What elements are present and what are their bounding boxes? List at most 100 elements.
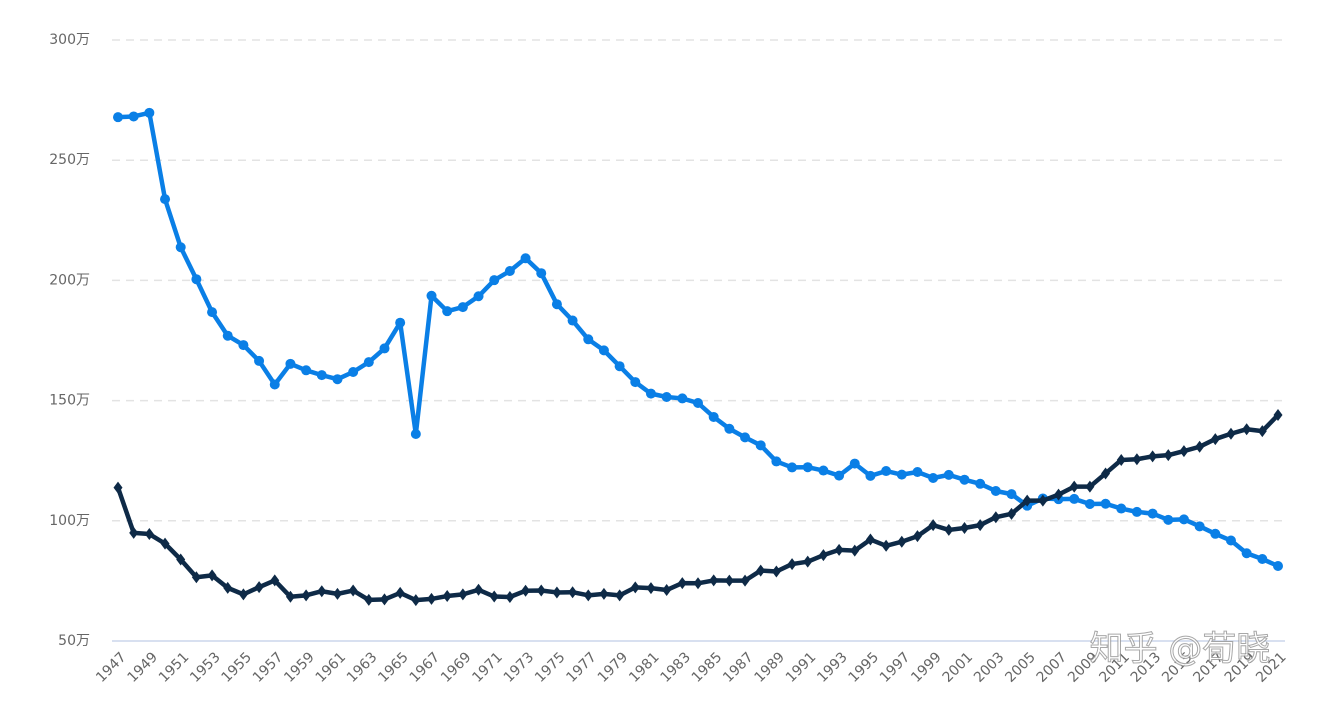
x-tick-label: 1959 [281, 649, 318, 686]
x-tick-label: 1953 [187, 649, 224, 686]
point [395, 317, 406, 328]
point [1163, 514, 1174, 525]
x-tick-label: 1961 [313, 649, 350, 686]
point [520, 253, 531, 264]
x-tick-label: 1949 [124, 649, 161, 686]
point [144, 107, 155, 118]
point [285, 590, 295, 603]
point [489, 590, 499, 603]
point [928, 519, 938, 532]
point [630, 377, 641, 388]
point [269, 379, 280, 390]
x-tick-label: 1965 [375, 649, 412, 686]
point [630, 581, 640, 594]
point [191, 274, 202, 285]
point [301, 589, 311, 602]
point [1116, 503, 1127, 514]
point [1273, 560, 1283, 571]
point [646, 582, 656, 595]
point [457, 302, 468, 313]
x-tick-label: 1985 [689, 649, 726, 686]
watermark: 知乎 @荀晓 [1090, 629, 1271, 669]
point [489, 275, 500, 286]
x-tick-label: 2005 [1002, 649, 1039, 686]
point [834, 543, 844, 556]
x-tick-label: 2007 [1034, 649, 1071, 686]
point [176, 553, 186, 566]
point [567, 315, 578, 326]
point [599, 587, 609, 600]
point [818, 549, 828, 562]
point [160, 194, 171, 205]
point [222, 330, 233, 341]
point [740, 574, 750, 587]
point [771, 565, 781, 578]
point [708, 411, 719, 422]
point [144, 528, 154, 541]
point [1194, 521, 1205, 532]
x-tick-label: 1997 [877, 649, 914, 686]
x-tick-label: 1987 [720, 649, 757, 686]
point [426, 290, 437, 301]
point [317, 585, 327, 598]
point [818, 465, 829, 476]
point [552, 586, 562, 599]
point [536, 268, 547, 279]
point [834, 470, 845, 481]
point [755, 440, 766, 451]
x-tick-label: 1983 [657, 649, 694, 686]
point [1006, 489, 1017, 500]
point [583, 589, 593, 602]
point [427, 592, 437, 605]
point [521, 584, 531, 597]
point [1257, 425, 1267, 438]
point [207, 569, 217, 582]
point [959, 522, 969, 535]
point [975, 519, 985, 532]
point [677, 393, 688, 404]
point [411, 594, 421, 607]
point [473, 291, 484, 302]
point [787, 558, 797, 571]
y-tick-label: 150万 [49, 393, 90, 409]
x-tick-label: 1979 [595, 649, 632, 686]
point [803, 555, 813, 568]
y-tick-label: 200万 [49, 272, 90, 288]
point [254, 581, 264, 594]
point [1085, 480, 1095, 493]
point [238, 340, 249, 351]
point [990, 485, 1001, 496]
point [270, 574, 280, 587]
point [771, 456, 782, 467]
point [348, 366, 359, 377]
point [254, 355, 265, 366]
x-tick-label: 1955 [219, 649, 256, 686]
x-tick-label: 1973 [501, 649, 538, 686]
point [897, 535, 907, 548]
point [615, 589, 625, 602]
y-tick-label: 250万 [49, 152, 90, 168]
point [160, 537, 170, 550]
point [568, 586, 578, 599]
point [1195, 440, 1205, 453]
point [1147, 508, 1158, 519]
point [912, 466, 923, 477]
point [850, 544, 860, 557]
point [865, 470, 876, 481]
point [1225, 535, 1236, 546]
point [1242, 423, 1252, 436]
point [849, 458, 860, 469]
point [1101, 467, 1111, 480]
point [316, 370, 327, 381]
point [724, 423, 735, 434]
point [1069, 493, 1080, 504]
series-line [117, 110, 1279, 569]
x-tick-label: 1977 [563, 649, 600, 686]
point [693, 398, 703, 409]
point [474, 583, 484, 596]
point [129, 526, 139, 539]
point [348, 584, 358, 597]
point [740, 432, 751, 443]
point [614, 361, 625, 372]
point [442, 590, 452, 603]
